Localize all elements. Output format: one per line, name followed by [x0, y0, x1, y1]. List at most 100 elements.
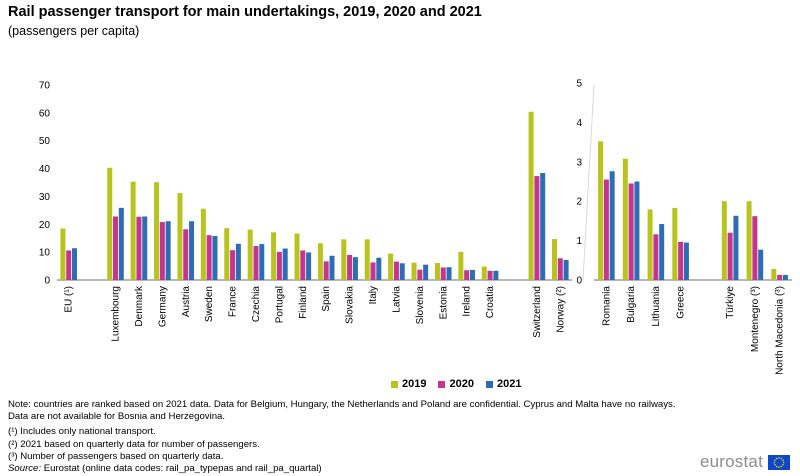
- bar-romania-2020: [603, 179, 609, 280]
- logo-text: eurostat: [699, 452, 763, 471]
- x-tick-label-croatia: Croatia: [485, 286, 496, 319]
- x-tick-label-sweden: Sweden: [204, 286, 215, 322]
- bar-latvia-2021: [399, 263, 405, 280]
- bar-north-macedonia-2020: [777, 274, 783, 280]
- x-tick-label-denmark: Denmark: [134, 285, 145, 327]
- x-tick-label-austria: Austria: [181, 286, 192, 318]
- bar-italy-2020: [370, 262, 376, 280]
- eurostat-logo: eurostat: [700, 452, 790, 472]
- bar-estonia-2021: [446, 267, 452, 280]
- bar-t-rkiye-2020: [727, 232, 733, 280]
- bar-greece-2020: [678, 241, 684, 280]
- legend-label-2020: 2020: [449, 378, 474, 390]
- x-tick-label-slovakia: Slovakia: [345, 286, 356, 324]
- bar-italy-2021: [376, 257, 382, 280]
- bar-lithuania-2019: [647, 209, 653, 280]
- bar-sweden-2019: [200, 208, 206, 280]
- bar-bulgaria-2019: [622, 158, 628, 280]
- x-tick-label-finland: Finland: [298, 286, 309, 319]
- bar-slovakia-2020: [347, 254, 353, 280]
- bar-spain-2021: [329, 255, 335, 280]
- bar-germany-2020: [159, 222, 165, 280]
- bar-slovenia-2020: [417, 269, 423, 280]
- x-tick-label-germany: Germany: [157, 286, 168, 327]
- bar-eu-2019: [60, 228, 66, 280]
- bar-latvia-2020: [393, 261, 399, 280]
- bar-denmark-2021: [142, 216, 148, 280]
- x-tick-label-norway: Norway (²): [555, 286, 566, 333]
- x-tick-label-latvia: Latvia: [391, 286, 402, 313]
- y-tick-label-p2-2: 2: [576, 197, 582, 208]
- bar-luxembourg-2021: [118, 207, 124, 280]
- bar-spain-2020: [323, 261, 329, 280]
- x-tick-label-bulgaria: Bulgaria: [626, 286, 637, 323]
- y-tick-label-p2-1: 1: [576, 236, 582, 247]
- bar-switzerland-2019: [528, 111, 534, 281]
- eu-flag-icon: [768, 454, 790, 470]
- y-tick-label-p1-40: 40: [39, 164, 51, 175]
- x-tick-label-greece: Greece: [676, 286, 687, 319]
- x-tick-label-estonia: Estonia: [438, 286, 449, 320]
- bar-czechia-2020: [253, 246, 259, 280]
- bar-sweden-2020: [206, 235, 212, 280]
- x-tick-label-spain: Spain: [321, 286, 332, 312]
- x-tick-label-france: France: [228, 286, 239, 318]
- bar-t-rkiye-2021: [733, 215, 739, 280]
- bar-slovenia-2021: [423, 264, 429, 280]
- bar-estonia-2020: [440, 267, 446, 280]
- footnote-2: (²) 2021 based on quarterly data for num…: [8, 438, 260, 450]
- y-tick-label-p1-0: 0: [44, 276, 50, 287]
- footnote-1: (¹) Includes only national transport.: [8, 426, 156, 438]
- footnote-3: (³) Number of passengers based on quarte…: [8, 450, 224, 462]
- bar-finland-2021: [306, 252, 312, 280]
- bar-montenegro-2020: [752, 216, 758, 280]
- y-tick-label-p1-50: 50: [39, 136, 51, 147]
- x-tick-label-north-macedonia: North Macedonia (³): [775, 286, 786, 375]
- x-tick-label-luxembourg: Luxembourg: [111, 286, 122, 342]
- legend-item-2020: 2020: [438, 378, 474, 390]
- bar-eu-2020: [66, 250, 72, 280]
- x-tick-label-slovenia: Slovenia: [415, 286, 426, 325]
- bar-denmark-2020: [136, 216, 142, 280]
- source-label: Source:: [8, 463, 42, 475]
- legend-swatch-2020: [438, 380, 446, 388]
- bar-denmark-2019: [130, 181, 136, 280]
- legend-label-2021: 2021: [496, 378, 522, 390]
- chart-notes: Note: countries are ranked based on 2021…: [8, 399, 688, 475]
- bar-austria-2019: [177, 193, 183, 280]
- bar-greece-2021: [683, 242, 689, 280]
- bar-czechia-2021: [259, 244, 265, 280]
- bar-ireland-2021: [469, 269, 475, 280]
- x-tick-label-ireland: Ireland: [462, 286, 473, 317]
- bar-austria-2020: [183, 229, 189, 280]
- bar-germany-2021: [165, 221, 171, 280]
- bar-eu-2021: [72, 248, 77, 280]
- note-text: Note: countries are ranked based on 2021…: [8, 399, 676, 423]
- x-tick-label-t-rkiye: Türkiye: [725, 286, 736, 319]
- x-tick-label-czechia: Czechia: [251, 286, 262, 323]
- bar-austria-2021: [189, 221, 195, 280]
- x-tick-label-portugal: Portugal: [274, 286, 285, 323]
- bar-portugal-2019: [271, 232, 277, 280]
- y-tick-label-p1-20: 20: [39, 220, 51, 231]
- y-tick-label-p2-3: 3: [576, 157, 582, 168]
- bar-italy-2019: [364, 239, 370, 280]
- bar-greece-2019: [672, 207, 678, 280]
- bar-estonia-2019: [434, 263, 440, 280]
- y-tick-label-p2-4: 4: [576, 118, 582, 129]
- bar-spain-2019: [317, 243, 323, 280]
- bar-lithuania-2021: [659, 224, 665, 280]
- y-tick-label-p1-10: 10: [39, 248, 51, 259]
- bar-ireland-2019: [458, 251, 464, 280]
- y-tick-label-p1-60: 60: [39, 108, 51, 119]
- bar-finland-2020: [300, 250, 306, 280]
- x-tick-label-lithuania: Lithuania: [651, 286, 662, 327]
- y-tick-label-p1-30: 30: [39, 192, 51, 203]
- bar-finland-2019: [294, 233, 300, 280]
- legend-swatch-2019: [391, 380, 398, 388]
- bar-croatia-2019: [481, 266, 487, 280]
- bar-bulgaria-2021: [634, 181, 640, 280]
- x-tick-label-eu: EU (¹): [64, 286, 75, 313]
- x-tick-label-switzerland: Switzerland: [532, 286, 543, 338]
